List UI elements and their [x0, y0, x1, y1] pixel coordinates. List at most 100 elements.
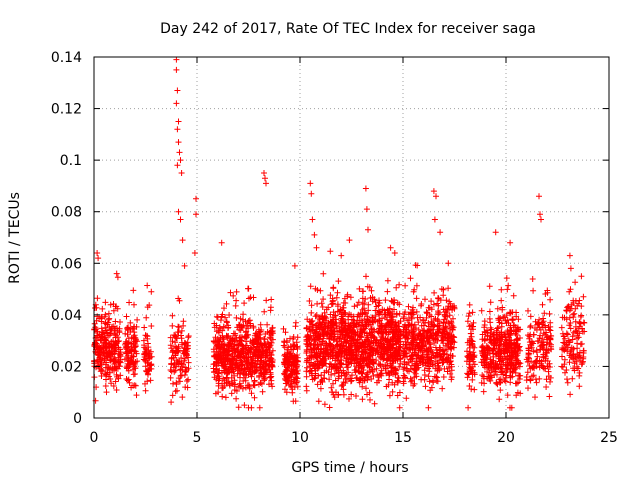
data-point	[371, 334, 378, 341]
data-point	[443, 297, 450, 304]
data-point	[373, 347, 380, 354]
data-point	[121, 356, 128, 363]
data-point	[175, 118, 182, 125]
data-point	[327, 292, 334, 299]
data-point	[385, 329, 392, 336]
data-point	[389, 309, 396, 315]
data-point	[450, 315, 456, 322]
data-point	[560, 339, 567, 346]
data-point	[223, 300, 230, 307]
data-point	[386, 312, 393, 319]
data-point	[232, 364, 239, 371]
data-point	[317, 333, 323, 340]
data-point	[172, 350, 179, 357]
data-point	[495, 324, 501, 331]
data-point	[236, 337, 243, 344]
data-point	[440, 286, 447, 293]
data-point	[233, 342, 240, 349]
data-point	[391, 335, 398, 342]
data-point	[499, 334, 506, 341]
data-point	[344, 337, 351, 344]
data-point	[401, 333, 407, 339]
data-point	[430, 335, 437, 342]
data-point	[245, 331, 251, 338]
data-point	[342, 380, 349, 386]
data-point	[527, 322, 534, 329]
data-point	[257, 321, 264, 328]
data-point	[220, 336, 227, 342]
data-point	[387, 244, 394, 251]
data-point	[332, 328, 338, 335]
data-point	[126, 379, 133, 386]
data-point	[570, 355, 576, 362]
data-point	[437, 353, 444, 360]
data-point	[338, 252, 345, 259]
data-point	[251, 394, 258, 401]
data-point	[99, 305, 106, 312]
data-point	[108, 327, 115, 334]
data-point	[384, 307, 391, 314]
data-point	[451, 302, 457, 309]
data-point	[226, 365, 233, 372]
data-point	[386, 392, 393, 399]
data-point	[291, 384, 298, 391]
data-point	[148, 288, 155, 295]
axes: 0 5 10 15 20 25 0 0.02 0.04 0.06 0.08 0.1 0.12 0.14	[51, 50, 618, 446]
data-point	[487, 377, 494, 384]
data-point	[174, 126, 181, 133]
data-point	[293, 343, 300, 350]
data-point	[210, 365, 217, 372]
data-point	[256, 361, 263, 368]
data-point	[417, 314, 424, 321]
data-point	[230, 344, 237, 350]
data-point	[424, 338, 431, 345]
data-point	[263, 180, 269, 187]
data-point	[447, 370, 454, 377]
data-point	[213, 359, 220, 366]
data-point	[348, 377, 355, 384]
data-point	[527, 313, 534, 320]
y-tick-label: 0.08	[51, 205, 82, 221]
data-point	[144, 368, 151, 375]
data-point	[364, 341, 371, 348]
data-point	[397, 318, 404, 325]
data-point	[428, 323, 434, 330]
data-point	[178, 170, 185, 176]
data-point	[282, 370, 289, 377]
data-point	[434, 323, 441, 330]
data-point	[504, 317, 511, 323]
data-point	[444, 346, 451, 353]
data-point	[365, 226, 371, 233]
data-point	[294, 334, 301, 341]
data-point	[351, 303, 358, 310]
data-point	[491, 372, 498, 378]
data-point	[543, 349, 550, 356]
data-point	[294, 375, 301, 382]
data-point	[480, 352, 487, 359]
data-point	[350, 328, 357, 335]
data-point	[240, 311, 247, 318]
data-point	[341, 322, 348, 329]
data-point	[314, 381, 321, 388]
data-point	[219, 393, 226, 400]
data-point	[145, 344, 152, 351]
data-point	[524, 369, 531, 376]
data-point	[351, 357, 358, 364]
data-point	[393, 349, 400, 356]
data-point	[413, 351, 420, 358]
data-point	[228, 353, 235, 359]
data-point	[503, 275, 510, 282]
data-point	[237, 341, 244, 347]
data-point	[113, 371, 120, 378]
data-point	[384, 343, 391, 350]
data-point	[383, 339, 390, 345]
data-point	[486, 308, 493, 315]
data-point	[100, 329, 107, 336]
data-point	[422, 383, 429, 390]
data-point	[336, 369, 342, 376]
data-point	[310, 332, 317, 339]
data-point	[508, 404, 515, 411]
data-point	[434, 350, 441, 357]
data-point	[467, 330, 474, 337]
